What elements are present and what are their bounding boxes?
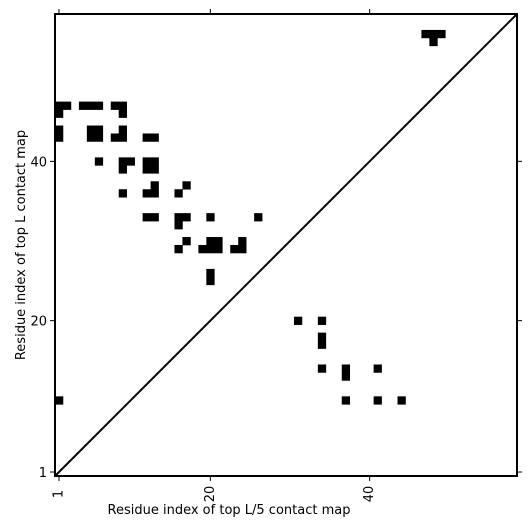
axis-ticks: 1 20 40 1 20 40 [30, 9, 522, 502]
contact-cell [150, 157, 159, 166]
contact-cell [142, 133, 151, 142]
y-tick-label: 40 [30, 155, 47, 170]
contact-cell [429, 29, 438, 39]
contact-cell [94, 101, 104, 110]
contact-cell [341, 396, 351, 405]
contact-cell [142, 165, 151, 174]
y-tick-label: 1 [39, 466, 47, 481]
contact-cell [317, 316, 327, 325]
contact-cell [118, 157, 127, 166]
x-tick-label: 20 [203, 486, 218, 503]
contact-cell [118, 165, 127, 174]
y-tick-label: 20 [30, 315, 47, 330]
contact-cell [182, 181, 191, 190]
contact-cell [397, 396, 406, 405]
contact-cell [182, 213, 191, 222]
plot-frame [54, 13, 518, 477]
contact-cell [86, 133, 96, 142]
contact-cell [118, 189, 127, 198]
contact-cell [62, 101, 72, 110]
contact-cell [206, 245, 215, 254]
contact-cell [429, 37, 438, 47]
contact-cell [206, 213, 215, 222]
contact-cell [437, 29, 446, 39]
contact-cell [373, 364, 382, 373]
contact-cell [126, 157, 135, 166]
contact-cell [150, 181, 159, 190]
contact-cell [182, 237, 191, 246]
contact-cell [254, 213, 263, 222]
contact-cell [214, 237, 223, 246]
contact-cell [150, 133, 159, 142]
contact-cell [118, 109, 127, 118]
contact-cell [341, 372, 351, 381]
contact-cell [230, 245, 239, 254]
contact-cell [55, 109, 64, 118]
contact-cell [118, 133, 127, 142]
contact-cell [142, 157, 151, 166]
contact-cell [142, 213, 151, 222]
contact-cell [94, 125, 104, 134]
contact-cell [174, 221, 183, 230]
contact-cell [150, 165, 159, 174]
x-axis-title: Residue index of top L/5 contact map [108, 503, 351, 518]
contact-cell [150, 189, 159, 198]
contact-cell [86, 101, 96, 110]
contact-cell [214, 245, 223, 254]
contact-cell [317, 340, 327, 349]
contact-cell [317, 364, 327, 373]
contact-cell [317, 332, 327, 341]
contact-cell [238, 245, 247, 254]
contact-cell [78, 101, 88, 110]
contact-cell [206, 237, 215, 246]
contact-cell [293, 316, 303, 325]
contact-cell [55, 133, 64, 142]
contact-cell [421, 29, 430, 39]
contact-cell [206, 268, 215, 278]
contact-cell [206, 276, 215, 286]
contact-cell [198, 245, 207, 254]
contact-cell [373, 396, 382, 405]
contact-cell [118, 101, 127, 110]
x-tick-label: 40 [362, 486, 377, 503]
contact-cells [55, 29, 446, 405]
contact-cell [142, 189, 151, 198]
contact-cell [55, 125, 64, 134]
contact-cell [150, 213, 159, 222]
x-tick-label: 1 [51, 490, 66, 498]
y-axis-title: Residue index of top L contact map [14, 130, 29, 360]
contact-cell [94, 157, 104, 166]
contact-cell [174, 245, 183, 254]
contact-cell [110, 133, 120, 142]
contact-cell [174, 213, 183, 222]
contact-cell [118, 125, 127, 134]
diagonal-line [54, 13, 518, 477]
contact-cell [55, 396, 64, 405]
contact-cell [55, 101, 64, 110]
contact-cell [174, 189, 183, 198]
contact-cell [110, 101, 120, 110]
contact-cell [94, 133, 104, 142]
contact-cell [86, 125, 96, 134]
contact-cell [238, 237, 247, 246]
contact-cell [341, 364, 351, 373]
